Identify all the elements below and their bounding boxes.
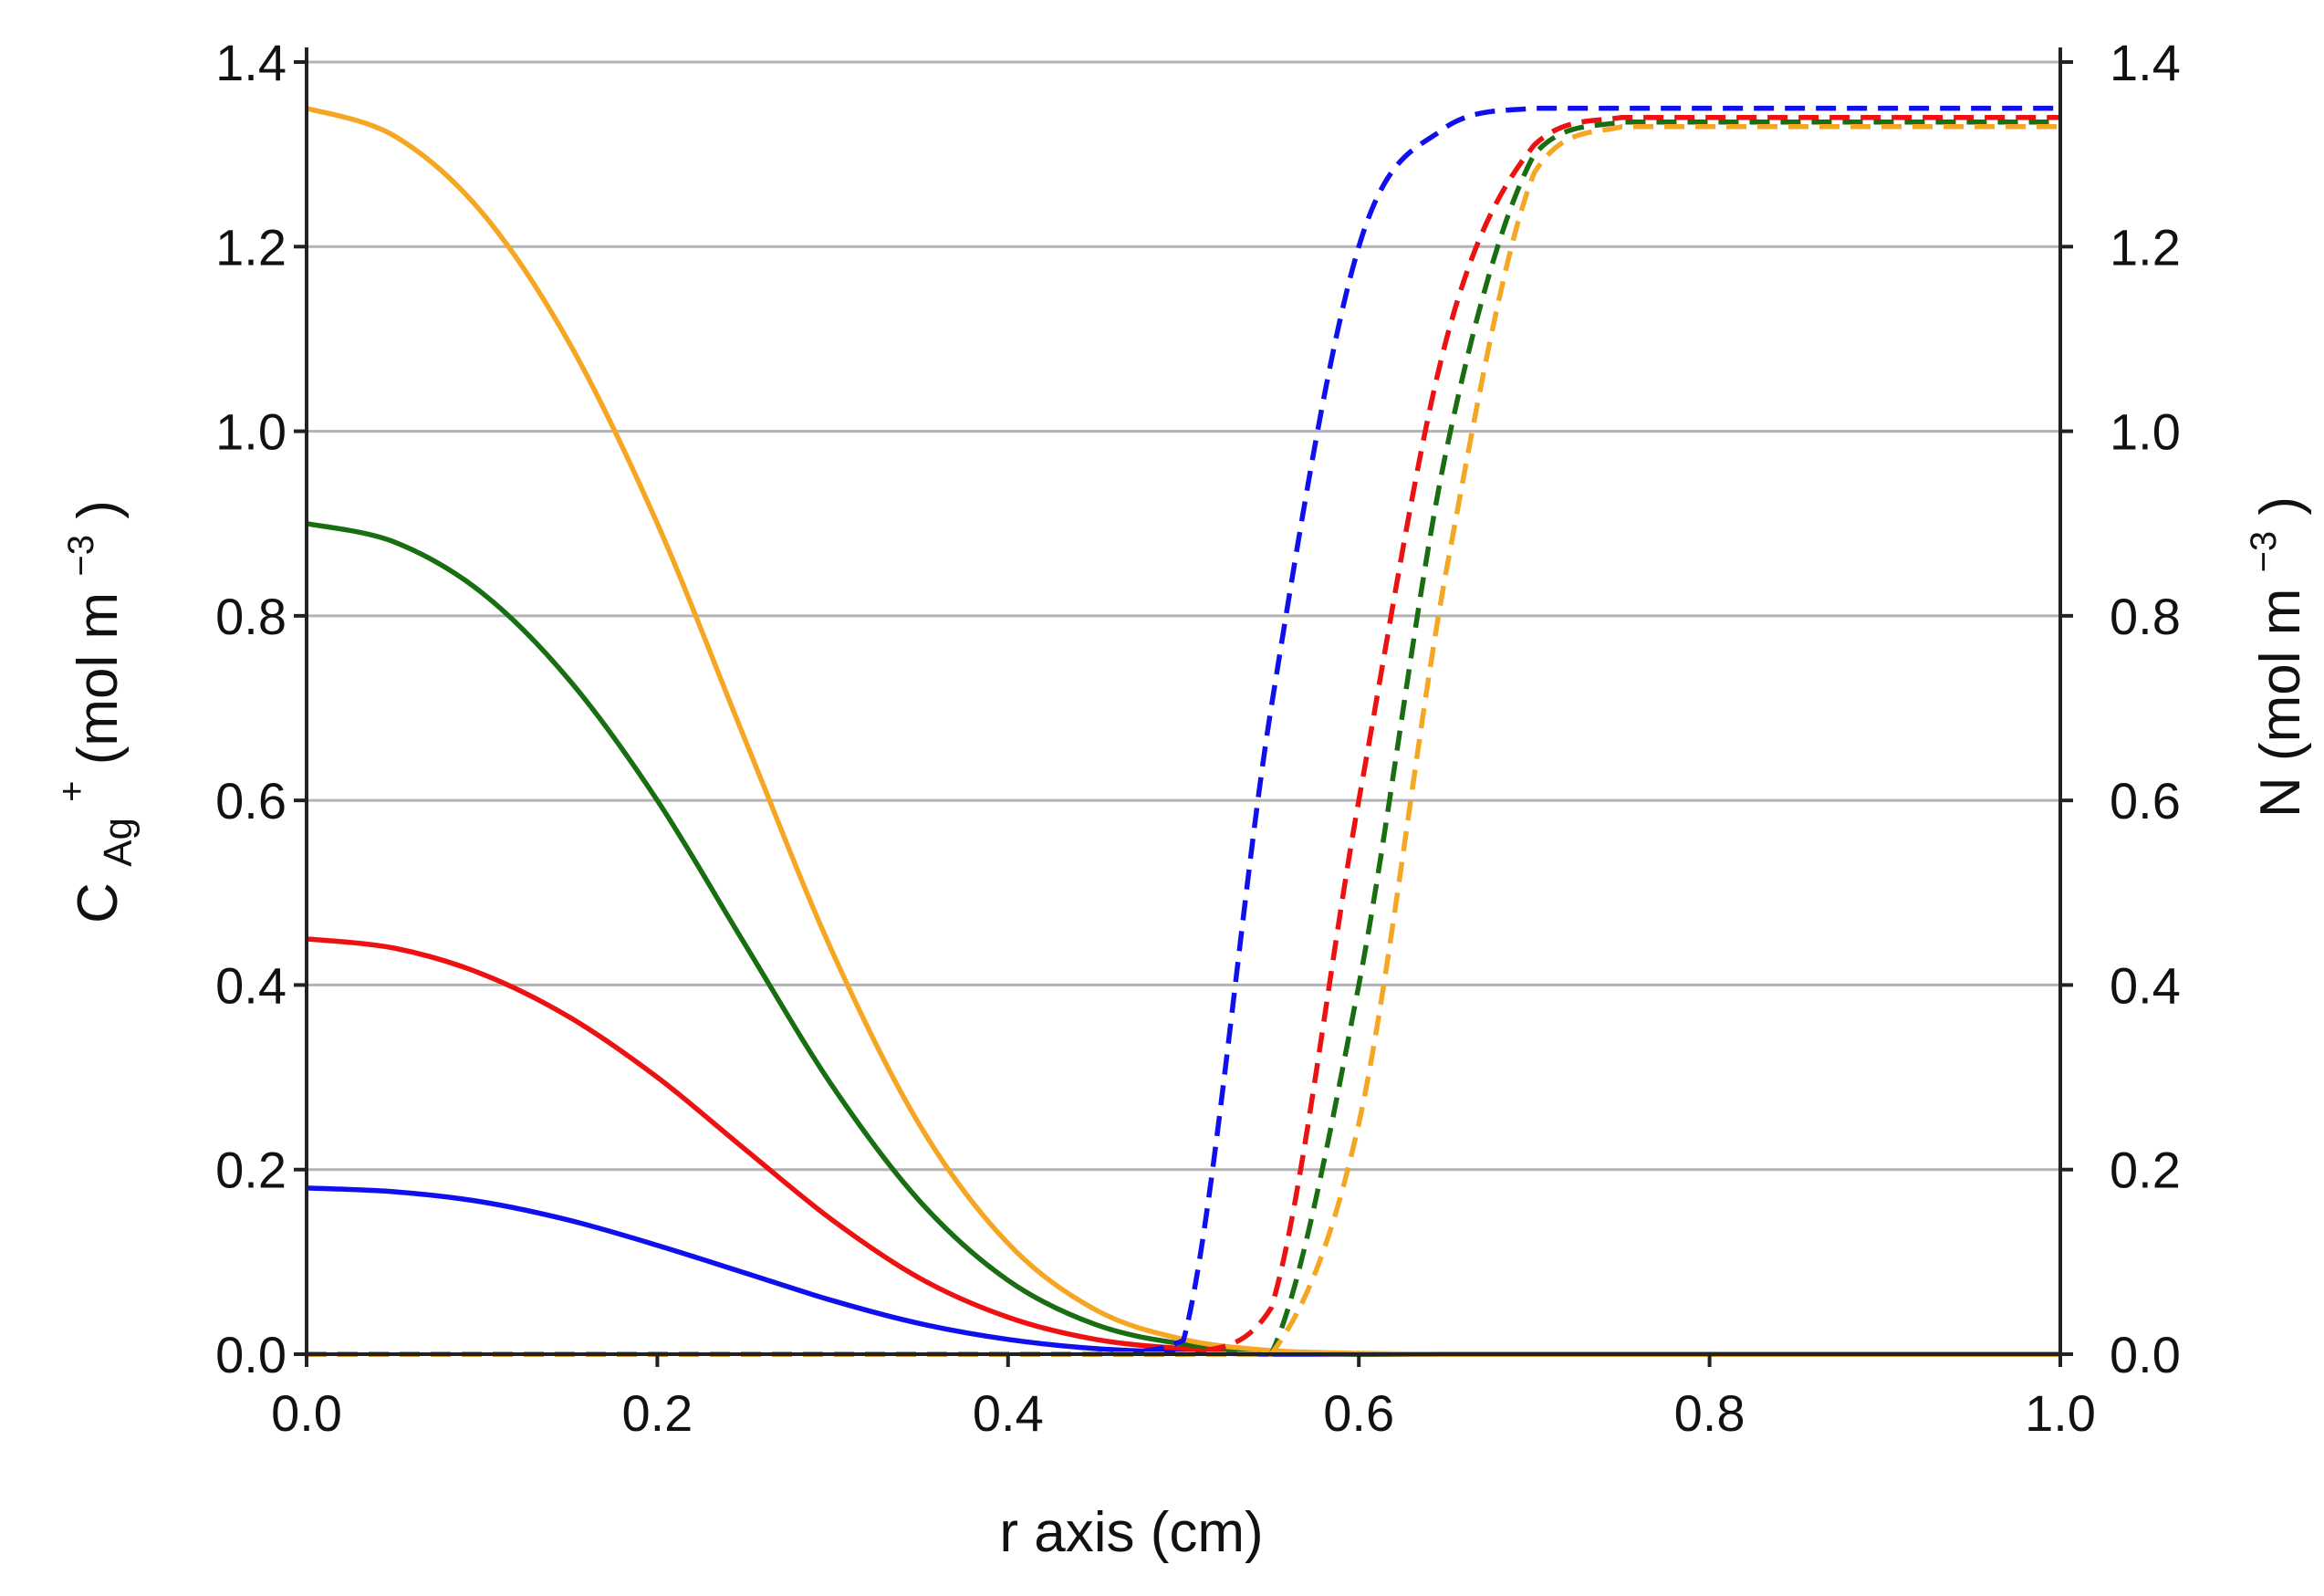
left-y-tick-label-0: 0.0 [215,1326,287,1383]
series-line-1 [306,936,2060,1357]
x-axis-title: r axis (cm) [999,1501,1263,1564]
left-y-title-unit-sup: −3 [61,535,101,577]
left-y-tick-label-6: 1.2 [215,218,287,276]
right-y-tick-label-1: 0.2 [2110,1142,2181,1199]
left-y-axis-title: C Ag + (mol m −3 ) [34,500,144,923]
right-y-title-main: N (mol m [2249,589,2312,818]
right-y-tick-label-3: 0.6 [2110,772,2181,829]
x-tick-label-2: 0.4 [973,1384,1044,1442]
left-y-tick-label-2: 0.4 [215,956,287,1014]
left-y-tick-label-5: 1.0 [215,403,287,461]
right-y-tick-label-4: 0.8 [2110,588,2181,645]
x-tick-label-4: 0.8 [1674,1384,1746,1442]
left-y-title-unit: (mol m [67,592,130,765]
left-y-title-main: C [67,882,130,923]
series-line-3 [306,105,2060,1357]
left-y-tick-label-1: 0.2 [215,1142,287,1199]
right-y-title-close: ) [2249,496,2312,516]
right-y-tick-label-5: 1.0 [2110,403,2181,461]
left-y-title-sup: + [52,780,92,801]
x-tick-label-1: 0.2 [621,1384,693,1442]
left-y-tick-label-3: 0.6 [215,772,287,829]
right-y-axis-title: N (mol m −3 ) [2225,496,2312,818]
series-line-2 [306,521,2060,1357]
series-lines [306,105,2061,1357]
left-y-title-close: ) [67,500,130,519]
x-tick-label-5: 1.0 [2025,1384,2096,1442]
right-y-tick-label-7: 1.4 [2110,34,2181,91]
left-y-tick-label-7: 1.4 [215,34,287,91]
series-line-4 [306,105,2061,1357]
series-line-0 [306,1185,2060,1357]
tick-labels: 0.0 0.2 0.4 0.6 0.8 1.0 1.2 1.4 0.0 0.2 0.4 0.6 0.8 1… [215,34,2181,1442]
x-tick-label-3: 0.6 [1323,1384,1394,1442]
axes [294,47,2073,1367]
grid-lines [307,60,2060,1356]
x-tick-label-0: 0.0 [271,1384,342,1442]
right-y-tick-label-0: 0.0 [2110,1326,2181,1383]
right-y-title-unit-sup: −3 [2244,531,2284,573]
right-y-tick-label-2: 0.4 [2110,956,2181,1014]
left-y-title-sub: Ag [96,818,141,867]
right-y-tick-label-6: 1.2 [2110,218,2181,276]
left-y-tick-label-4: 0.8 [215,588,287,645]
